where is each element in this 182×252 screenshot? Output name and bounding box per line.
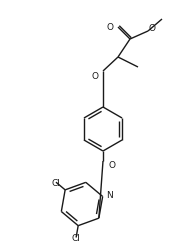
Text: O: O <box>106 22 113 32</box>
Text: O: O <box>149 23 155 32</box>
Text: O: O <box>91 71 98 80</box>
Text: O: O <box>108 160 115 169</box>
Text: Cl: Cl <box>52 178 60 187</box>
Text: N: N <box>106 190 112 199</box>
Text: Cl: Cl <box>72 233 80 242</box>
